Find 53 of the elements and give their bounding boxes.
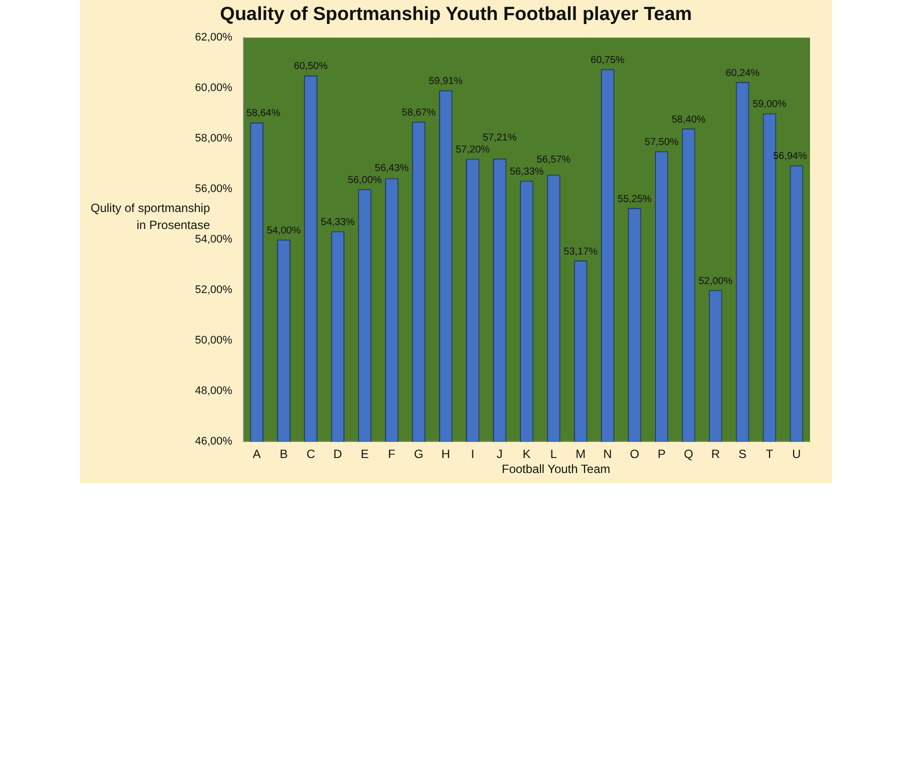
data-label: 58,64% <box>246 108 280 120</box>
y-axis-title: Qulity of sportmanship in Prosentase <box>90 200 211 234</box>
y-tick-label: 46,00% <box>194 436 233 448</box>
x-tick-label: D <box>333 447 342 462</box>
x-tick-label: O <box>630 447 640 462</box>
y-tick-label: 48,00% <box>194 385 233 398</box>
data-label: 52,00% <box>698 276 733 287</box>
x-axis-title: Football Youth Team <box>500 462 612 476</box>
x-tick-label: G <box>414 447 424 462</box>
data-label: 56,00% <box>348 174 382 186</box>
data-label: 60,24% <box>726 68 760 79</box>
data-label: 58,40% <box>672 114 706 126</box>
data-label: 59,00% <box>752 99 787 110</box>
x-tick-label: T <box>766 447 774 462</box>
y-tick-label: 54,00% <box>194 234 233 246</box>
x-tick-label: N <box>603 447 612 462</box>
x-tick-label: H <box>441 447 450 462</box>
y-tick-label: 60,00% <box>194 82 233 94</box>
data-label: 56,57% <box>536 154 571 166</box>
data-label: 60,75% <box>590 54 625 66</box>
y-tick-label: 50,00% <box>194 334 233 347</box>
x-tick-label: J <box>496 447 503 462</box>
x-tick-label: C <box>306 447 316 462</box>
x-tick-label: A <box>252 447 261 462</box>
data-label: 57,20% <box>456 144 490 156</box>
data-label: 59,91% <box>428 76 463 88</box>
data-label: 53,17% <box>564 246 598 258</box>
x-tick-label: S <box>738 447 747 462</box>
x-tick-label: E <box>360 447 369 462</box>
y-tick-label: 62,00% <box>194 32 233 44</box>
x-tick-label: K <box>522 447 531 462</box>
x-tick-label: Q <box>684 447 694 462</box>
data-label: 55,25% <box>618 194 652 205</box>
data-label: 54,33% <box>320 217 355 228</box>
x-tick-label: R <box>711 447 720 462</box>
x-tick-label: F <box>388 447 396 462</box>
x-tick-label: B <box>280 447 288 462</box>
data-label: 56,33% <box>510 166 544 178</box>
x-tick-label: M <box>576 447 586 462</box>
y-tick-label: 58,00% <box>194 132 233 145</box>
data-label: 58,67% <box>402 107 436 118</box>
x-tick-label: I <box>471 447 474 462</box>
data-label: 57,50% <box>644 136 679 148</box>
data-label: 60,50% <box>294 61 328 72</box>
y-tick-label: 52,00% <box>194 284 233 296</box>
x-tick-label: L <box>550 447 558 462</box>
data-label: 54,00% <box>266 225 301 236</box>
chart-title: Quality of Sportmanship Youth Football player Team <box>219 4 693 26</box>
data-label: 56,43% <box>374 162 409 174</box>
x-tick-label: U <box>792 447 801 462</box>
y-tick-label: 56,00% <box>194 183 233 196</box>
x-tick-label: P <box>658 447 666 462</box>
data-label: 57,21% <box>482 132 517 144</box>
